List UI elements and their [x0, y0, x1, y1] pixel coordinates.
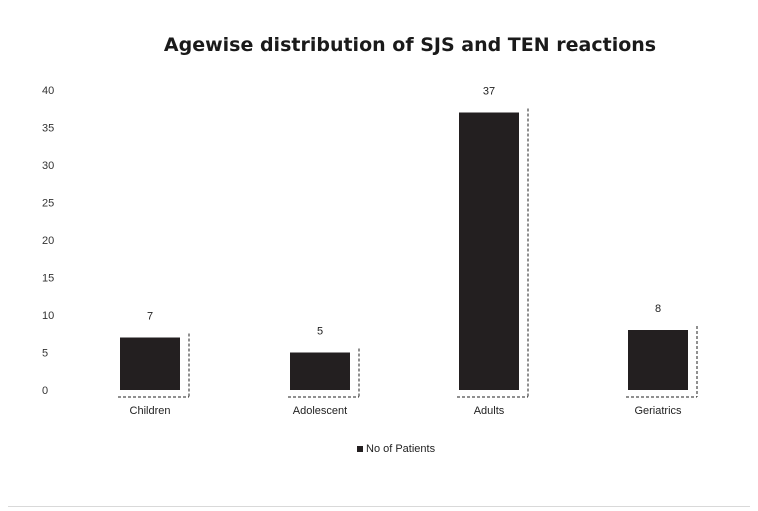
y-tick-label: 10: [42, 310, 54, 322]
y-tick-label: 35: [42, 123, 54, 135]
data-label: 5: [317, 326, 323, 338]
legend-label: No of Patients: [366, 443, 436, 455]
category-labels: Children Adolescent Adults Geriatrics: [130, 405, 683, 417]
data-label: 8: [655, 303, 661, 315]
data-labels: 7 5 37 8: [147, 86, 661, 338]
y-tick-label: 5: [42, 348, 48, 360]
data-label: 37: [483, 86, 495, 98]
y-tick-label: 25: [42, 198, 54, 210]
y-tick-label: 40: [42, 85, 54, 97]
y-tick-label: 0: [42, 385, 48, 397]
legend-swatch: [357, 446, 363, 452]
y-tick-label: 20: [42, 235, 54, 247]
y-tick-label: 30: [42, 160, 54, 172]
divider: [8, 506, 750, 507]
bar: [459, 112, 519, 390]
chart-title: Agewise distribution of SJS and TEN reac…: [164, 34, 656, 56]
y-axis-ticks: 0 5 10 15 20 25 30 35 40: [42, 85, 54, 397]
category-label: Children: [130, 405, 171, 417]
category-label: Adults: [474, 405, 505, 417]
bars: [118, 108, 698, 398]
bar: [290, 352, 350, 390]
data-label: 7: [147, 311, 153, 323]
y-tick-label: 15: [42, 273, 54, 285]
bar: [628, 330, 688, 390]
category-label: Geriatrics: [634, 405, 682, 417]
category-label: Adolescent: [293, 405, 347, 417]
legend: No of Patients: [357, 443, 436, 455]
bar: [120, 337, 180, 390]
